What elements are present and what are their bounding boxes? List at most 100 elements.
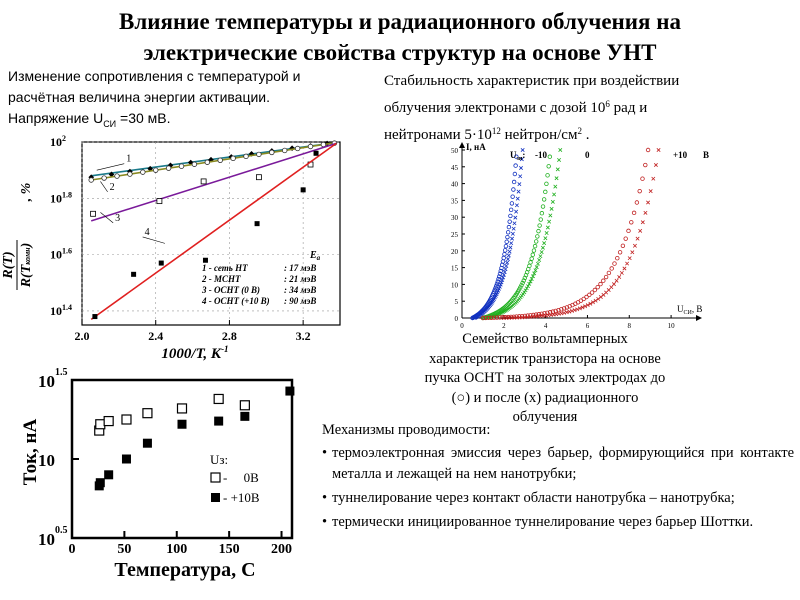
iv-series-+10-circle-point [643, 162, 648, 168]
current-chart-legend-item-2: - +10В [223, 490, 260, 505]
resistance-series-2-point [88, 177, 94, 183]
resistance-series-2-point [256, 151, 262, 158]
current-series-0v-point [121, 414, 132, 425]
resistance-legend-energy: : 17 мэВ [284, 263, 316, 273]
current-series-0v-point [142, 408, 153, 419]
mechanism-item-2: туннелирование через контакт области нан… [322, 488, 794, 509]
iv-series-0-circle-point [541, 197, 547, 202]
current-temperature-chart: Ток, нА Температура, С Uз: - 0В - +10В 0… [20, 367, 295, 581]
iv-series--10-cross-point [507, 249, 512, 254]
iv-series-0-cross-point [539, 250, 544, 255]
mechanisms-list: термоэлектронная эмиссия через барьер, ф… [322, 443, 794, 533]
iv-chart-x-tick-label: 4 [544, 322, 548, 330]
iv-series--10-cross-point [497, 286, 501, 291]
current-chart-x-tick-label: 100 [166, 542, 187, 557]
resistance-curve-label-leader [100, 212, 114, 224]
current-chart-legend-item-1: - 0В [223, 470, 259, 485]
voltage-value: =30 мВ. [116, 110, 171, 126]
iv-series-+10-circle-point [542, 311, 547, 316]
resistance-curve-label: 4 [145, 227, 150, 238]
iv-series--10-cross-point [505, 260, 510, 265]
iv-series-0-circle-point [534, 239, 539, 244]
current-chart-y-tick-label: 100.5 [38, 525, 68, 549]
iv-chart-y-tick-label: 45 [451, 164, 459, 172]
resistance-series-2-point [307, 143, 314, 150]
iv-series-0-circle-point [536, 228, 541, 234]
iv-series-+10-cross-point [625, 261, 630, 266]
iv-series-0-cross-point [550, 199, 555, 204]
resistance-chart-x-tick-label: 2.8 [222, 329, 237, 343]
iv-series--10-cross-point [515, 196, 520, 201]
current-series-10v-point [177, 419, 187, 429]
resistance-legend-label: 4 - ОСНТ (+10 В) [201, 296, 270, 306]
iv-series--10-cross-point [501, 272, 506, 277]
iv-chart-y-tick-label: 10 [451, 281, 459, 289]
current-series-10v-point [285, 386, 295, 396]
iv-series-0-circle-point [521, 278, 526, 283]
resistance-chart-y-tick-label: 101.4 [50, 303, 72, 318]
iv-series-0-circle-point [538, 217, 543, 222]
left-text-line-1: Изменение сопротивления с температурой и [8, 68, 301, 84]
iv-series-0-circle-point [530, 252, 536, 257]
iv-chart-caption: Семейство вольтамперных характеристик тр… [424, 331, 666, 425]
iv-series-+10-circle-point [645, 147, 651, 153]
iv-series-+10-cross-point [643, 210, 648, 215]
iv-series-0-cross-point [549, 206, 554, 211]
iv-series-+10-circle-point [483, 315, 488, 321]
iv-series-0-cross-point [524, 286, 529, 291]
iv-chart-y-tick-label: 5 [455, 298, 459, 306]
iv-series-0-cross-point [540, 245, 545, 250]
iv-series-+10-circle-point [486, 315, 491, 321]
iv-series-0-cross-point [555, 167, 560, 172]
current-chart-x-tick-label: 50 [117, 542, 131, 557]
iv-series--10-cross-point [503, 267, 508, 272]
iv-series-+10-cross-point [609, 285, 614, 290]
iv-series--10-cross-point [501, 275, 506, 280]
resistance-series-2-point [114, 173, 120, 179]
mechanisms-heading: Механизмы проводимости: [322, 422, 491, 438]
left-description: Изменение сопротивления с температурой и… [8, 66, 348, 135]
iv-series--10-cross-point [499, 280, 504, 285]
resistance-chart-y-tick-label: 102 [50, 134, 66, 149]
iv-series--10-circle-point [508, 207, 514, 213]
iv-series--10-circle-point [512, 171, 518, 177]
iv-series-0-cross-point [558, 148, 563, 152]
resistance-series-2-point [153, 167, 159, 173]
iv-series-+10-cross-point [577, 306, 582, 311]
iv-series-+10-circle-point [497, 315, 502, 320]
right-text-line-1: Стабильность характеристик при воздейств… [384, 73, 680, 89]
iv-series-0-cross-point [528, 279, 533, 284]
iv-series-+10-cross-point [630, 250, 635, 255]
iv-chart-y-tick-label: 20 [451, 248, 459, 256]
resistance-series-3-point [90, 210, 96, 217]
current-chart-y-tick-label: 10 [38, 451, 55, 470]
resistance-series-2-point [140, 169, 146, 175]
resistance-series-4-point [313, 150, 319, 156]
iv-chart-y-tick-label: 30 [451, 214, 459, 222]
iv-series-0-cross-point [526, 284, 531, 289]
iv-series--10-circle-point [494, 281, 500, 287]
iv-series--10-cross-point [504, 263, 509, 268]
iv-series-0-circle-point [529, 256, 534, 261]
iv-chart-marks [470, 147, 661, 321]
iv-series-+10-circle-point [592, 287, 598, 293]
iv-series--10-circle-point [511, 187, 516, 192]
resistance-chart-text: R(T) R(Tкомн) , % 1000/T, К-1 2.0 2.4 2.8 3… [1, 134, 321, 362]
iv-series--10-circle-point [506, 224, 512, 230]
resistance-chart-ylabel-denominator: R(Tкомн) [19, 243, 34, 289]
iv-series-0-circle-point [539, 211, 545, 216]
iv-series-+10-circle-point [606, 270, 612, 276]
iv-curve-label: -10 [535, 150, 547, 160]
iv-series--10-cross-point [518, 174, 523, 179]
iv-series-0-cross-point [533, 268, 538, 273]
resistance-curve-label-leader [96, 163, 125, 171]
iv-chart-x-tick-label: 10 [668, 322, 676, 330]
resistance-series-2-point [269, 149, 275, 156]
current-chart-x-tick-label: 150 [219, 542, 240, 557]
iv-series-+10-cross-point [614, 278, 619, 283]
iv-series--10-cross-point [505, 257, 510, 262]
iv-chart-x-tick-label: 2 [502, 322, 506, 330]
iv-chart-x-tick-label: 0 [460, 322, 464, 330]
current-chart-legend-title: Uз: [210, 452, 228, 467]
dose-exp: 6 [605, 99, 610, 109]
